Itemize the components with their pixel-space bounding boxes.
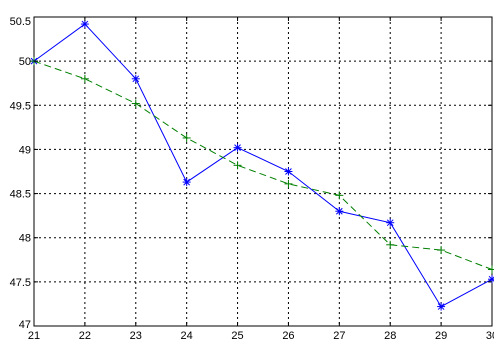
data-point [488,265,494,274]
data-point [284,167,293,176]
y-tick-label: 49 [19,144,31,156]
series-2 [30,57,494,274]
y-tick-label: 47 [19,319,31,331]
series-line [33,60,493,270]
y-tick-label: 50 [19,56,31,68]
y-tick-label: 49.5 [10,100,31,112]
y-tick-label: 50.5 [10,16,31,28]
y-tick-label: 48 [19,233,31,245]
marker-stroke [335,207,343,215]
axes: 21 22 23 24 25 26 27 28 29 30 47 47.5 48 48.5 49 49.5 50… [10,16,494,340]
data-point [182,178,191,187]
grid [34,17,492,326]
data-point [80,74,89,83]
data-point [80,20,89,29]
marker-stroke [386,219,394,227]
data-point [233,143,242,152]
marker-stroke [285,168,292,175]
data-point [335,207,344,216]
series-line [33,23,493,308]
data-point [335,191,344,200]
data-point [386,218,395,227]
y-tick-label: 47.5 [10,277,31,289]
x-tick-label: 30 [486,330,494,340]
plot-area [33,16,493,327]
x-tick-label: 24 [181,330,193,340]
x-tick-label: 29 [435,330,447,340]
marker-stroke [132,75,140,83]
x-tick-label: 26 [282,330,294,340]
marker-stroke [488,276,494,283]
marker-stroke [234,144,241,152]
x-tick-label: 25 [231,330,243,340]
data-point [386,240,395,249]
data-point [437,302,446,311]
data-point [437,246,446,255]
marker-stroke [81,20,89,28]
x-tick-label: 23 [130,330,142,340]
data-point [284,179,293,188]
marker-stroke [183,178,191,186]
x-tick-label: 28 [384,330,396,340]
data-point [131,99,140,108]
x-tick-label: 27 [333,330,345,340]
x-tick-label: 22 [79,330,91,340]
data-point [182,133,191,142]
marker-stroke [437,303,445,310]
y-tick-label: 48.5 [10,189,31,201]
data-point [131,74,140,83]
data-point [233,161,242,170]
x-tick-label: 21 [28,330,40,340]
